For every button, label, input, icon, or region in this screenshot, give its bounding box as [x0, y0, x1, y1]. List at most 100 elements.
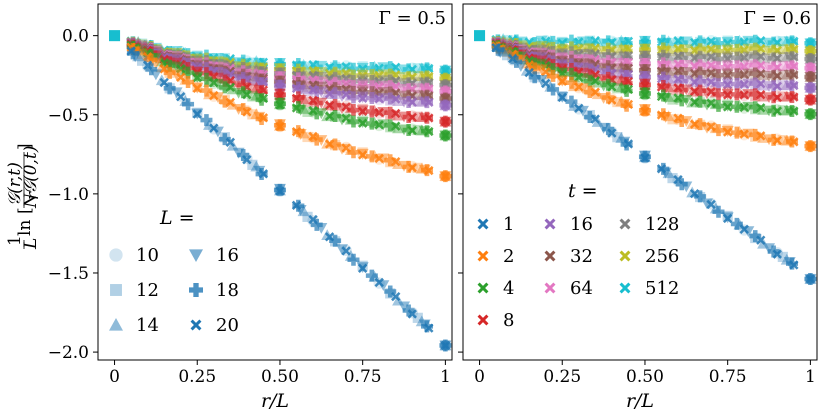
data-point [347, 104, 360, 117]
data-point [706, 52, 716, 62]
data-point [412, 70, 423, 82]
data-point [507, 53, 518, 64]
data-point [640, 106, 650, 117]
legend-marker [477, 282, 489, 294]
data-point [357, 118, 368, 128]
data-point [767, 52, 780, 65]
data-point [200, 72, 213, 85]
data-point [590, 114, 601, 124]
data-point [749, 59, 762, 72]
data-point [772, 81, 782, 91]
data-point [789, 106, 799, 116]
data-point [176, 72, 186, 82]
data-point [667, 53, 678, 64]
data-point [656, 164, 667, 174]
data-point [667, 114, 678, 125]
data-point [291, 126, 302, 137]
plot-frame [97, 3, 453, 361]
y-tick-label: −2.0 [48, 343, 89, 363]
data-point [694, 43, 707, 56]
data-point [786, 68, 799, 81]
data-point [739, 69, 749, 80]
data-point [612, 51, 623, 62]
data-point [412, 312, 423, 323]
data-point [789, 92, 799, 102]
data-point [667, 173, 678, 184]
data-point [225, 75, 236, 86]
legend-marker [189, 283, 203, 297]
data-point [424, 126, 434, 137]
data-point [694, 50, 707, 63]
data-point [789, 70, 799, 80]
data-point [225, 137, 236, 148]
data-point [200, 114, 213, 127]
data-point [159, 77, 169, 88]
data-point [402, 96, 415, 109]
data-point [756, 79, 766, 89]
data-point [402, 89, 415, 102]
data-point [667, 75, 678, 87]
data-point [756, 60, 766, 71]
data-point [777, 135, 788, 146]
data-point [137, 45, 148, 56]
data-point [302, 106, 313, 117]
x-tick-label: 0.50 [626, 367, 664, 387]
data-point [137, 42, 148, 53]
data-point [640, 90, 650, 100]
data-point [756, 131, 766, 141]
data-point [377, 87, 390, 98]
data-point [673, 36, 683, 46]
data-point [329, 234, 342, 247]
data-point [502, 44, 513, 55]
data-point [502, 37, 513, 48]
data-point [656, 91, 667, 102]
series-t-2 [126, 42, 452, 183]
data-point [412, 162, 423, 173]
data-point [730, 43, 743, 56]
data-point [329, 138, 342, 151]
data-point [258, 169, 269, 179]
data-point [310, 218, 323, 231]
series-t-1 [491, 43, 817, 285]
data-point [347, 91, 360, 104]
legend-marker [477, 250, 489, 262]
data-point [612, 45, 623, 56]
data-point [247, 75, 258, 87]
data-point [612, 69, 623, 80]
data-point [341, 61, 351, 72]
data-point [789, 137, 799, 147]
data-point [712, 37, 725, 50]
data-point [574, 103, 584, 113]
data-point [440, 65, 451, 76]
data-point [424, 97, 434, 107]
data-point [182, 66, 195, 79]
data-point [739, 79, 749, 90]
data-point [730, 35, 743, 48]
data-point [176, 92, 186, 102]
data-point [667, 94, 678, 105]
legend-label: 18 [216, 280, 239, 301]
legend-marker [109, 318, 123, 331]
data-point [694, 84, 707, 97]
data-point [777, 80, 788, 91]
data-point [749, 77, 762, 90]
data-point [384, 154, 397, 167]
data-point [767, 36, 780, 49]
data-point [275, 121, 285, 132]
data-point [291, 93, 302, 103]
data-point [424, 113, 434, 123]
data-point [182, 98, 195, 111]
legend-title: t = [568, 180, 598, 202]
ylabel-inner-num: 𝒢(r,t) [5, 162, 25, 206]
data-point [412, 77, 423, 88]
data-point [407, 125, 417, 136]
data-point [772, 62, 782, 73]
data-point [623, 51, 634, 61]
x-tick-label: 0.25 [543, 367, 581, 387]
data-point [291, 200, 302, 211]
data-point [805, 83, 816, 93]
data-point [756, 235, 766, 245]
data-point [742, 89, 755, 100]
data-point [308, 214, 318, 225]
data-point [623, 76, 634, 87]
